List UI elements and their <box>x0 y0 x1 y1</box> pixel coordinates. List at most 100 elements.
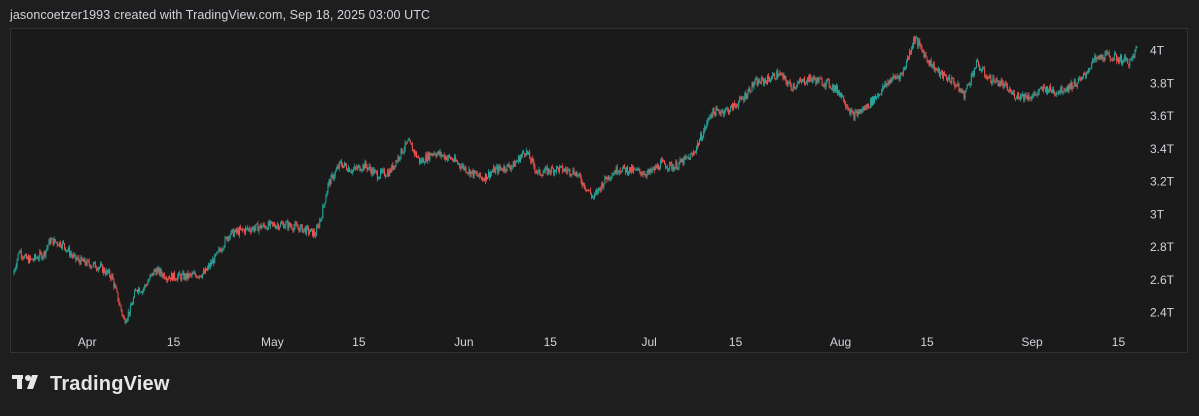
candle-up <box>178 272 180 277</box>
candle-up <box>1136 46 1138 48</box>
candle-down <box>1075 84 1077 87</box>
candle-up <box>980 70 982 71</box>
candle-down <box>645 175 647 176</box>
time-axis[interactable]: Apr 15 May 15 Jun 15 Jul 15 Aug 15 Sep 15 <box>78 335 1126 349</box>
price-chart[interactable]: 2.4T 2.6T 2.8T 3T 3.2T 3.4T 3.6T 3.8T 4T Apr 15 Ma… <box>11 29 1189 354</box>
candle-down <box>237 229 239 235</box>
candle-up <box>265 227 267 229</box>
candle-down <box>242 228 244 230</box>
candle-down <box>287 221 289 229</box>
candle-down <box>282 223 284 225</box>
candle-up <box>262 224 264 227</box>
y-tick-label: 3.4T <box>1150 142 1175 156</box>
candle-up <box>1057 92 1059 94</box>
candle-down <box>101 264 103 266</box>
candle-up <box>204 268 206 274</box>
candle-down <box>919 40 921 45</box>
candle-up <box>177 276 179 280</box>
candle-down <box>79 260 81 265</box>
candle-up <box>918 40 920 46</box>
candle-down <box>271 221 273 224</box>
chart-area[interactable]: 2.4T 2.6T 2.8T 3T 3.2T 3.4T 3.6T 3.8T 4T Apr 15 Ma… <box>10 28 1188 353</box>
candle-down <box>820 78 822 80</box>
candle-down <box>907 56 909 58</box>
candle-down <box>195 275 197 278</box>
candle-up <box>1031 96 1033 99</box>
candle-up <box>134 290 136 292</box>
candle-down <box>953 78 955 84</box>
candle-down <box>883 85 885 88</box>
candle-down <box>291 226 293 230</box>
candle-down <box>220 250 222 252</box>
candle-up <box>186 272 188 279</box>
candle-up <box>473 170 475 177</box>
candle-up <box>884 83 886 88</box>
candle-down <box>856 111 858 116</box>
candle-up <box>506 164 508 171</box>
candle-up <box>17 253 19 260</box>
candle-down <box>266 227 268 230</box>
candle-down <box>347 169 349 172</box>
candle-up <box>807 77 809 83</box>
candle-up <box>806 82 808 84</box>
candle-down <box>203 270 205 274</box>
candle-down <box>480 176 482 178</box>
candle-down <box>1127 58 1129 64</box>
candle-up <box>1132 55 1134 59</box>
candle-down <box>459 163 461 167</box>
candle-down <box>158 267 160 275</box>
candle-up <box>216 251 218 255</box>
price-axis[interactable]: 2.4T 2.6T 2.8T 3T 3.2T 3.4T 3.6T 3.8T 4T <box>1150 44 1175 320</box>
candle-down <box>440 152 442 157</box>
candle-down <box>176 279 178 281</box>
candle-up <box>261 226 263 229</box>
candle-down <box>848 109 850 111</box>
candle-down <box>119 303 121 306</box>
candle-up <box>1091 63 1093 69</box>
candle-up <box>983 68 985 70</box>
candle-up <box>395 161 397 167</box>
candle-up <box>286 221 288 223</box>
candle-up <box>277 224 279 227</box>
candle-down <box>501 168 503 171</box>
candle-down <box>206 268 208 271</box>
candle-up <box>302 229 304 233</box>
brand-logo[interactable]: TradingView <box>12 373 170 396</box>
candle-up <box>1045 86 1047 92</box>
candle-down <box>249 228 251 231</box>
candle-up <box>525 154 527 156</box>
brand-name: TradingView <box>50 373 170 395</box>
candle-up <box>882 85 884 90</box>
candle-up <box>350 171 352 173</box>
candle-down <box>642 173 644 175</box>
candle-down <box>63 243 65 248</box>
candle-up <box>625 167 627 173</box>
candle-up <box>520 154 522 157</box>
candle-up <box>654 166 656 171</box>
candle-up <box>998 83 1000 86</box>
candle-up <box>1077 78 1079 84</box>
candle-down <box>1004 83 1006 85</box>
candle-up <box>364 161 366 169</box>
candle-up <box>887 81 889 84</box>
x-tick-label: Jun <box>454 335 473 349</box>
candle-up <box>553 170 555 174</box>
candle-up <box>272 223 274 225</box>
candle-up <box>323 204 325 207</box>
candle-down <box>698 143 700 145</box>
candle-down <box>922 49 924 52</box>
candle-down <box>875 96 877 99</box>
candle-up <box>393 165 395 170</box>
candle-up <box>866 103 868 108</box>
candle-up <box>905 61 907 68</box>
candle-down <box>1098 55 1100 59</box>
candle-down <box>318 225 320 228</box>
candle-down <box>634 168 636 170</box>
candle-up <box>805 83 807 85</box>
candle-up <box>303 227 305 230</box>
candle-down <box>118 300 120 304</box>
candle-down <box>910 51 912 53</box>
candle-down <box>104 268 106 273</box>
candle-down <box>356 167 358 169</box>
candle-down <box>764 79 766 82</box>
